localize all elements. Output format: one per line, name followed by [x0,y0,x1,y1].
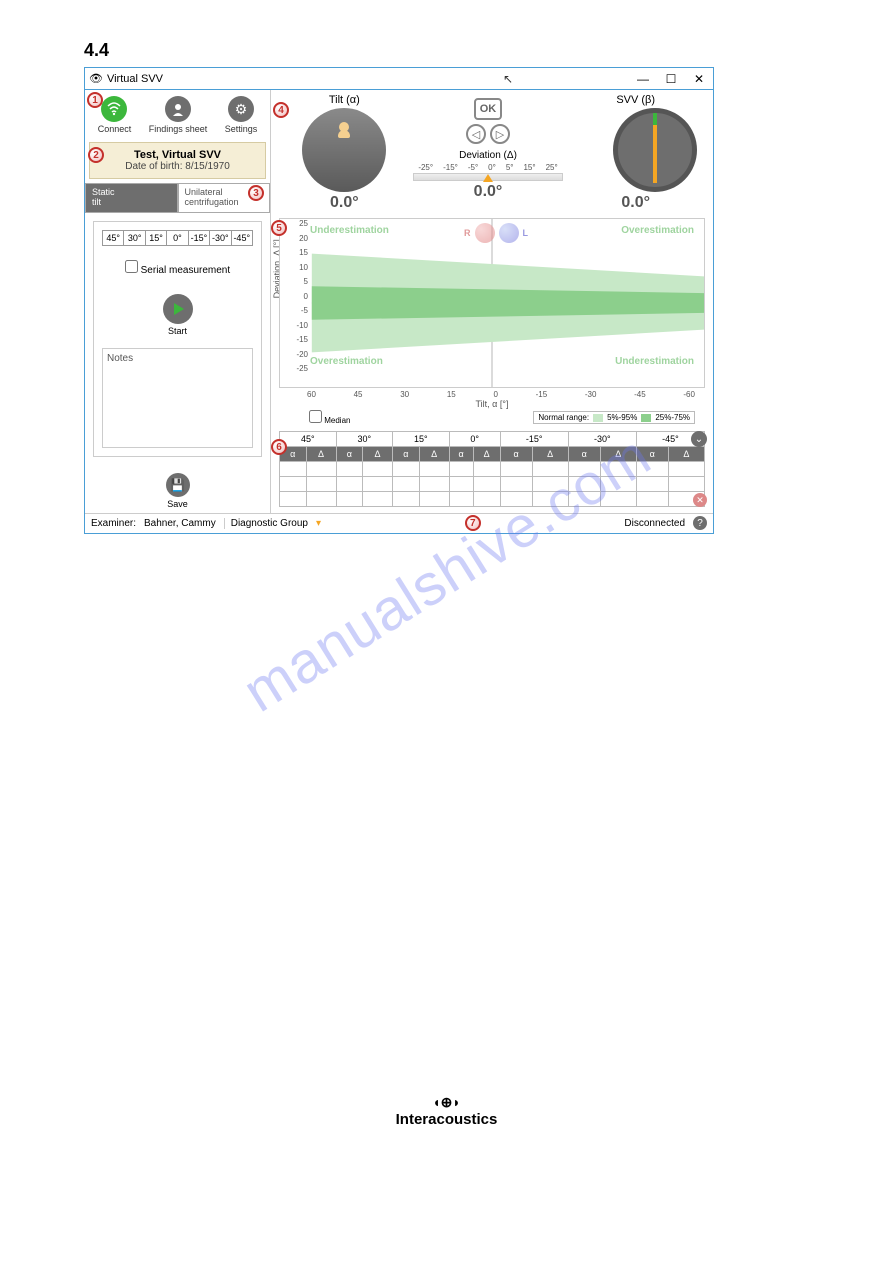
ok-button[interactable]: OK [474,98,502,120]
callout-6: 6 [271,439,287,455]
results-table: 45°30°15°0°-15°-30°-45°αΔαΔαΔαΔαΔαΔαΔ [279,431,705,507]
section-number: 4.4 [84,40,893,61]
angle-button[interactable]: 45° [102,230,124,246]
window-title: Virtual SVV [107,73,163,85]
findings-label: Findings sheet [149,124,208,134]
tilt-title: Tilt (α) [329,94,360,106]
callout-5: 5 [271,220,287,236]
minimize-button[interactable]: — [633,71,653,87]
cursor-icon: ↖ [503,72,513,86]
expand-table-button[interactable]: ⌄ [691,431,707,447]
statusbar: Examiner: Bahner, Cammy Diagnostic Group… [85,513,713,533]
median-checkbox[interactable]: Median [309,410,350,425]
tilt-value: 0.0° [330,194,359,212]
serial-checkbox[interactable]: Serial measurement [125,265,230,276]
head-r-icon [475,223,495,243]
examiner-label: Examiner: [91,518,136,529]
normal-range-legend: Normal range: 5%-95% 25%-75% [533,411,695,424]
start-button[interactable] [163,294,193,324]
angle-button[interactable]: 15° [146,230,167,246]
svv-value: 0.0° [621,194,650,212]
person-icon [338,122,350,138]
findings-button[interactable]: Findings sheet [149,96,208,134]
head-icons: R L [464,223,528,243]
head-l-icon [499,223,519,243]
close-button[interactable]: ✕ [689,71,709,87]
deviation-marker [483,174,493,182]
app-window: 👁 Virtual SVV ↖ — ☐ ✕ 1 Connect [84,67,714,534]
footer-logo: ◖⊕◗ Interacoustics [0,1094,893,1128]
callout-2: 2 [88,147,104,163]
close-row-button[interactable]: ✕ [693,493,707,507]
svv-title: SVV (β) [616,94,655,106]
examiner-name: Bahner, Cammy [144,518,216,529]
left-pane: 1 Connect Findings sheet ⚙ [85,90,271,513]
callout-4: 4 [273,102,289,118]
swatch-light [593,414,603,422]
callout-3: 3 [248,185,264,201]
svv-dial [613,108,697,192]
callout-7: 7 [465,515,481,531]
angle-button[interactable]: -30° [210,230,231,246]
angle-button[interactable]: -45° [232,230,253,246]
patient-name: Test, Virtual SVV [98,149,257,161]
deviation-value: 0.0° [474,183,503,201]
angle-buttons: 45°30°15°0°-15°-30°-45° [102,230,253,246]
patient-info: 2 Test, Virtual SVV Date of birth: 8/15/… [89,142,266,179]
settings-label: Settings [225,124,258,134]
arrow-left-button[interactable]: ◁ [466,124,486,144]
angle-button[interactable]: 30° [124,230,145,246]
deviation-graph: Underestimation Overestimation Overestim… [279,218,705,388]
right-pane: 4 Tilt (α) 0.0° OK ◁ ▷ D [271,90,713,513]
callout-1: 1 [87,92,103,108]
connect-label: Connect [98,124,132,134]
svv-line [653,117,657,183]
play-icon [174,303,184,315]
gear-icon: ⚙ [228,96,254,122]
arrow-right-button[interactable]: ▷ [490,124,510,144]
findings-icon [165,96,191,122]
tab-static-tilt[interactable]: Static tilt [85,183,178,213]
connect-icon [101,96,127,122]
anno-underestimation-tl: Underestimation [310,225,389,236]
deviation-title: Deviation (Δ) [459,150,517,161]
start-label: Start [102,326,253,336]
help-icon[interactable]: ? [693,516,707,530]
tilt-dial [302,108,386,192]
maximize-button[interactable]: ☐ [661,71,681,87]
svv-top-marker [653,113,657,125]
connection-status: Disconnected [624,518,685,529]
angle-button[interactable]: 0° [167,230,188,246]
swatch-dark [641,414,651,422]
config-panel: 45°30°15°0°-15°-30°-45° Serial measureme… [93,221,262,457]
dropdown-icon[interactable]: ▾ [316,518,321,529]
test-tabs: Static tilt Unilateral centrifugation 3 [85,183,270,213]
anno-overestimation-bl: Overestimation [310,356,383,367]
yticks: 2520151050-5-10-15-20-25 [284,219,308,373]
logo-icon: ◖⊕◗ [0,1094,893,1111]
deviation-bar [413,173,563,181]
anno-underestimation-br: Underestimation [615,356,694,367]
notes-field[interactable]: Notes [102,348,253,448]
xaxis-label: Tilt, α [°] [279,399,705,409]
deviation-scale: -25°-15°-5°0°5°15°25° [418,163,557,172]
settings-button[interactable]: ⚙ Settings [225,96,258,134]
diagnostic-group[interactable]: Diagnostic Group [224,518,308,529]
angle-button[interactable]: -15° [189,230,210,246]
anno-overestimation-tr: Overestimation [621,225,694,236]
save-button[interactable]: 💾 [166,473,190,497]
save-label: Save [85,499,270,509]
eye-icon: 👁 [89,72,103,85]
patient-dob: Date of birth: 8/15/1970 [98,161,257,172]
xticks: 604530150-15-30-45-60 [279,388,705,399]
titlebar: 👁 Virtual SVV ↖ — ☐ ✕ [85,68,713,90]
